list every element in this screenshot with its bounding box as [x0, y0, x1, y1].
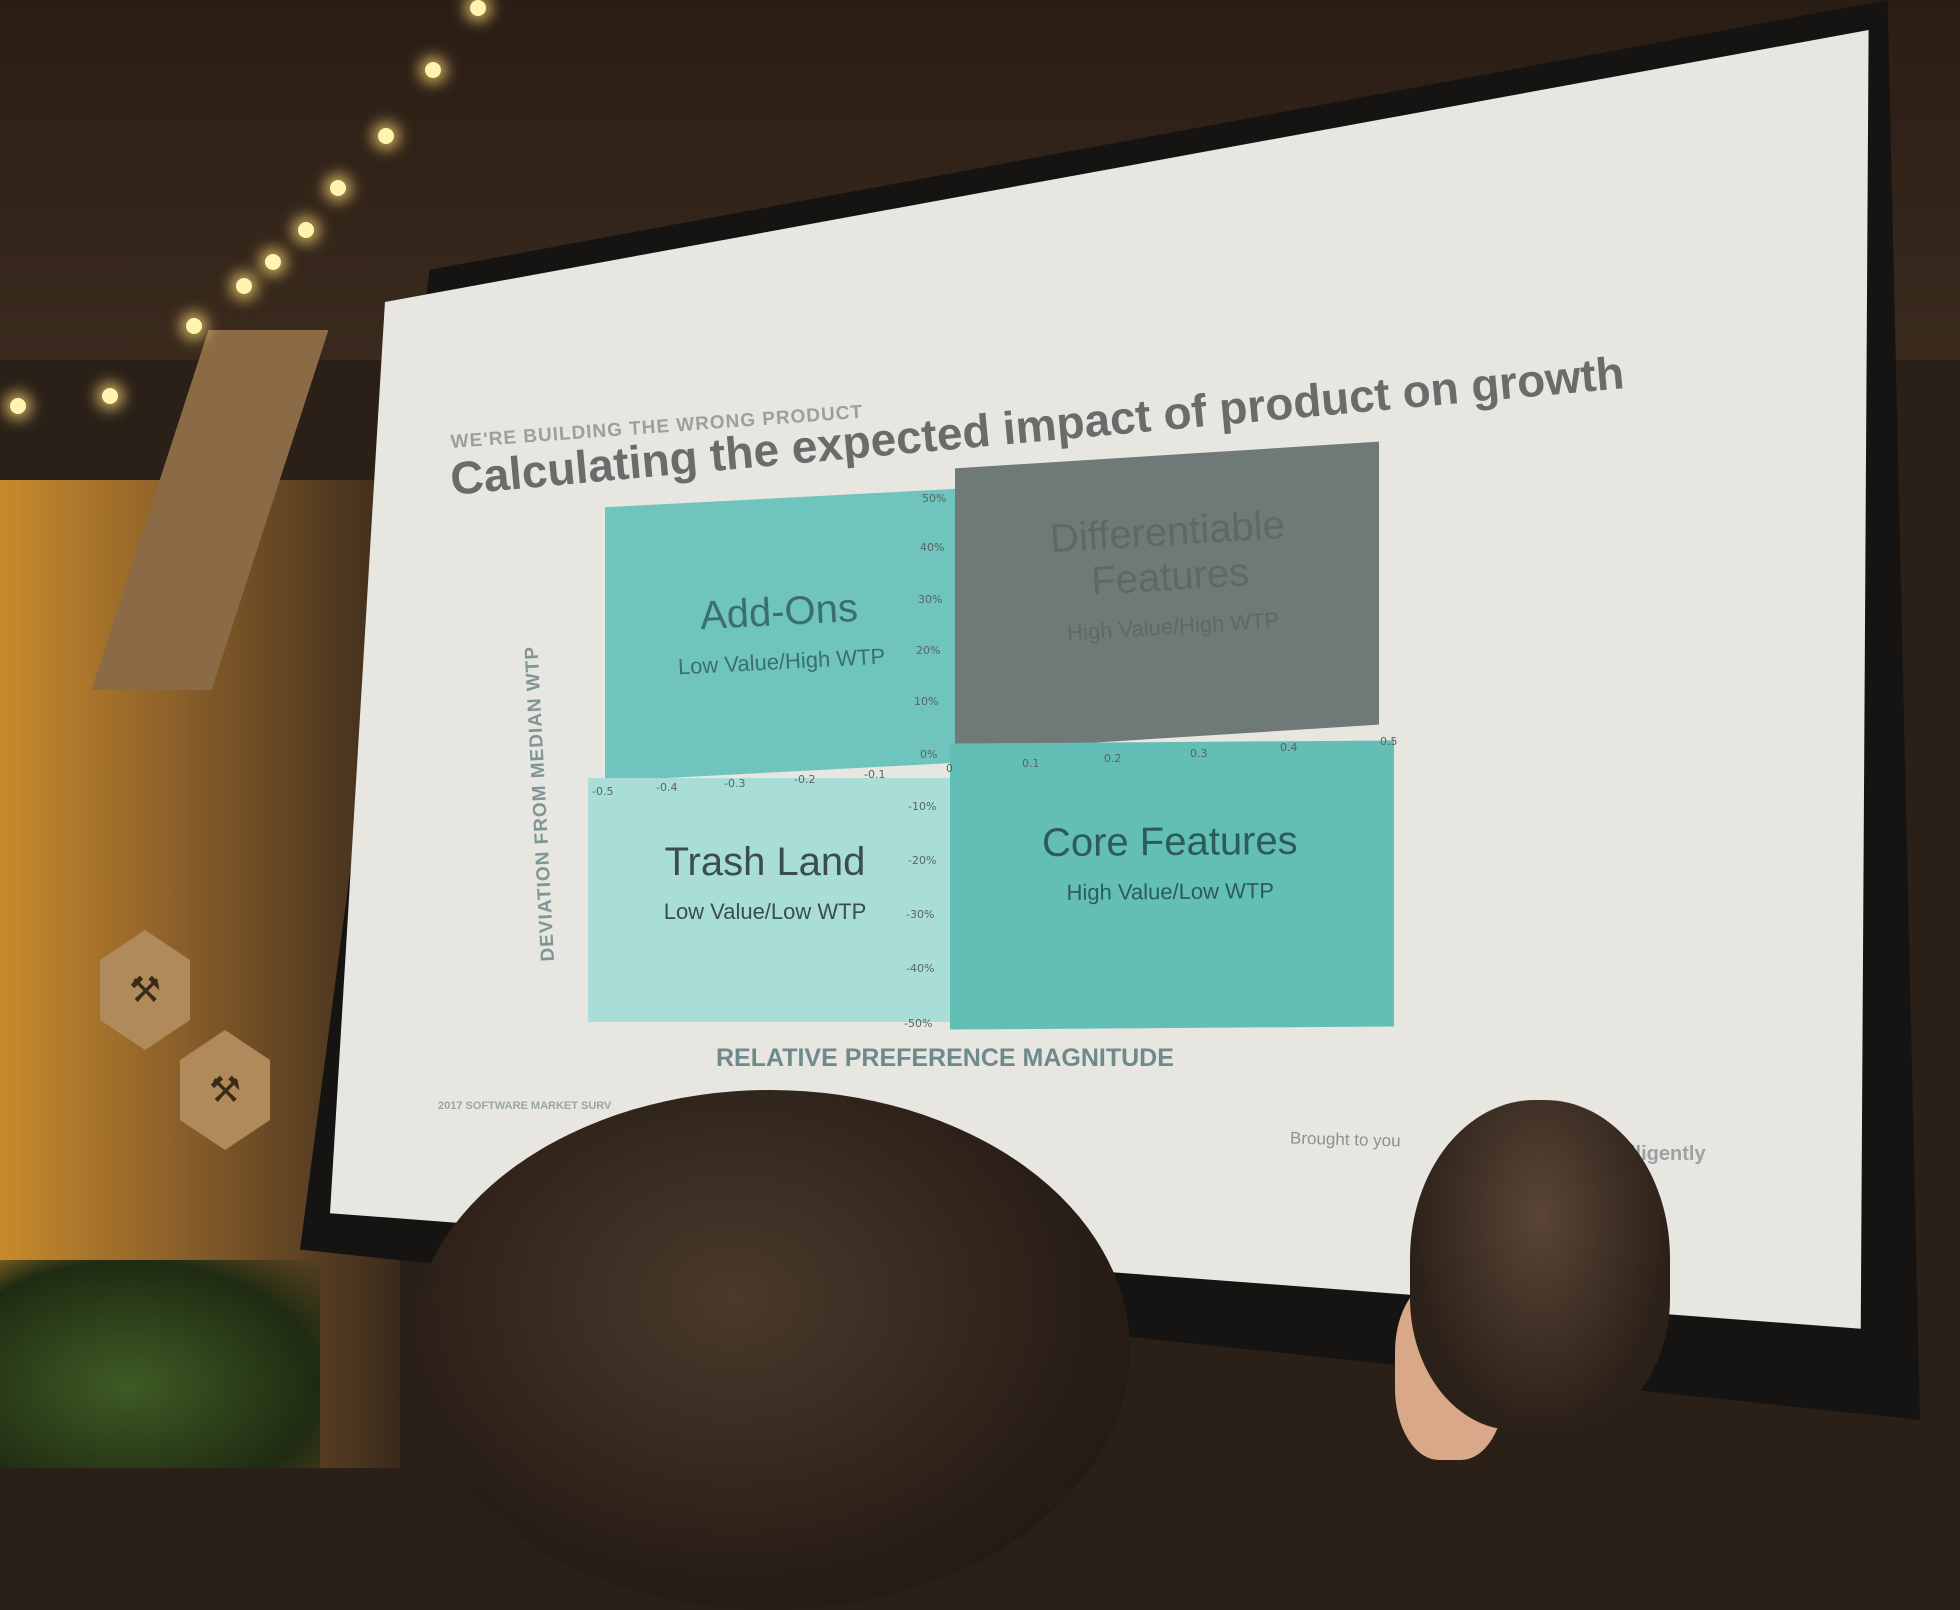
- y-tick-label: 30%: [918, 593, 943, 606]
- y-axis-label: DEVIATION FROM MEDIAN WTP: [521, 645, 559, 962]
- slide-footer-right: Brought to you: [1289, 1128, 1401, 1151]
- quadrant-trash-land: [588, 778, 950, 1022]
- light-bulb: [10, 398, 26, 414]
- hammer-wrench-icon: ⚒: [208, 1069, 242, 1111]
- light-bulb: [102, 388, 118, 404]
- x-tick-label: -0.4: [656, 781, 678, 794]
- light-bulb: [330, 180, 346, 196]
- slide: WE'RE BUILDING THE WRONG PRODUCT Calcula…: [438, 346, 1706, 1165]
- audience-head: [410, 1090, 1130, 1610]
- quadrant-name: Trash Land: [664, 840, 866, 884]
- light-bulb: [425, 62, 441, 78]
- quadrant-label: Add-Ons Low Value/High WTP: [648, 583, 912, 681]
- slide-footer-left: 2017 SOFTWARE MARKET SURV: [438, 1100, 612, 1112]
- y-tick-label: 50%: [922, 492, 947, 505]
- light-bulb: [236, 278, 252, 294]
- plant: [0, 1260, 320, 1468]
- hammer-wrench-icon: ⚒: [128, 969, 162, 1011]
- x-tick-label: 0.2: [1104, 752, 1122, 765]
- y-tick-label: 10%: [914, 695, 939, 708]
- x-tick-label: -0.3: [724, 777, 746, 790]
- y-tick-label: -30%: [906, 908, 935, 921]
- quadrant-subtitle: High Value/Low WTP: [1066, 878, 1275, 905]
- slide-footer-brand: lligently: [1630, 1143, 1706, 1165]
- x-axis-label: RELATIVE PREFERENCE MAGNITUDE: [716, 1044, 1174, 1072]
- hexagon-sign: ⚒: [180, 1030, 270, 1150]
- quadrant-label: Differentiable Features High Value/High …: [1006, 500, 1333, 649]
- light-bulb: [265, 254, 281, 270]
- x-tick-label: 0: [946, 762, 953, 775]
- y-tick-label: -10%: [908, 800, 937, 813]
- x-tick-label: 0.1: [1022, 757, 1040, 770]
- light-bulb: [298, 222, 314, 238]
- y-tick-label: -20%: [908, 854, 937, 867]
- quadrant-label: Trash Land Low Value/Low WTP: [630, 840, 900, 925]
- quadrant-subtitle: Low Value/Low WTP: [663, 899, 867, 924]
- y-tick-label: 40%: [920, 541, 945, 554]
- x-tick-label: -0.2: [794, 773, 816, 786]
- quadrant-name: Differentiable Features: [1048, 502, 1286, 604]
- light-bulb: [378, 128, 394, 144]
- light-bulb: [186, 318, 202, 334]
- x-tick-label: 0.4: [1280, 741, 1298, 754]
- y-tick-label: -40%: [906, 962, 935, 975]
- y-tick-label: 0%: [920, 748, 938, 761]
- audience-head: [1410, 1100, 1670, 1430]
- quadrant-label: Core Features High Value/Low WTP: [990, 818, 1351, 906]
- x-tick-label: -0.5: [592, 785, 614, 798]
- y-tick-label: 20%: [916, 644, 941, 657]
- x-tick-label: 0.3: [1190, 747, 1208, 760]
- hexagon-sign: ⚒: [100, 930, 190, 1050]
- light-bulb: [470, 0, 486, 16]
- x-tick-label: 0.5: [1380, 735, 1398, 748]
- y-tick-label: -50%: [904, 1017, 933, 1030]
- x-tick-label: -0.1: [864, 768, 886, 781]
- quadrant-name: Core Features: [1041, 818, 1298, 866]
